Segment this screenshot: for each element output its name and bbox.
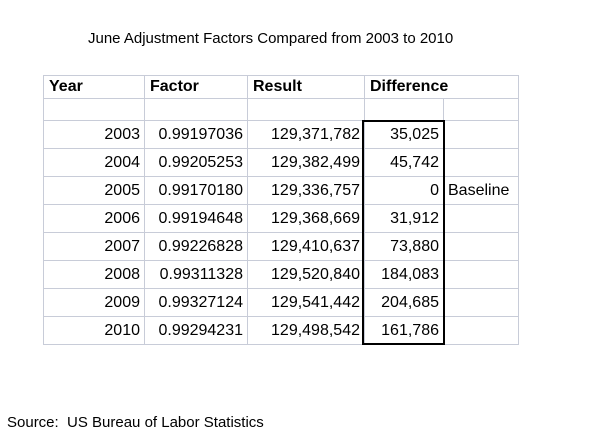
- result-cell: 129,368,669: [247, 204, 365, 233]
- factor-cell: 0.99205253: [144, 148, 248, 177]
- year-cell: 2003: [43, 120, 145, 149]
- factor-cell: 0.99226828: [144, 232, 248, 261]
- year-cell: 2007: [43, 232, 145, 261]
- note-cell: [443, 260, 519, 289]
- note-cell: [443, 288, 519, 317]
- spacer-cell: [364, 98, 444, 121]
- note-cell: [443, 316, 519, 345]
- spacer-cell: [247, 98, 365, 121]
- table-row: 2007 0.99226828 129,410,637 73,880: [43, 232, 519, 261]
- note-cell: [443, 232, 519, 261]
- note-cell: Baseline: [443, 176, 519, 205]
- result-cell: 129,382,499: [247, 148, 365, 177]
- header-result: Result: [247, 75, 365, 99]
- table-row: 2003 0.99197036 129,371,782 35,025: [43, 120, 519, 149]
- year-cell: 2009: [43, 288, 145, 317]
- table-header-row: Year Factor Result Difference: [43, 75, 519, 99]
- result-cell: 129,520,840: [247, 260, 365, 289]
- factor-cell: 0.99170180: [144, 176, 248, 205]
- result-cell: 129,336,757: [247, 176, 365, 205]
- year-cell: 2010: [43, 316, 145, 345]
- spacer-cell: [144, 98, 248, 121]
- table-row: 2009 0.99327124 129,541,442 204,685: [43, 288, 519, 317]
- header-difference: Difference: [364, 75, 519, 99]
- difference-cell: 204,685: [364, 288, 444, 317]
- factor-cell: 0.99197036: [144, 120, 248, 149]
- table-row: 2004 0.99205253 129,382,499 45,742: [43, 148, 519, 177]
- source-note: Source: US Bureau of Labor Statistics: [7, 414, 264, 431]
- note-cell: [443, 120, 519, 149]
- note-cell: [443, 204, 519, 233]
- note-cell: [443, 148, 519, 177]
- factor-cell: 0.99311328: [144, 260, 248, 289]
- difference-cell: 0: [364, 176, 444, 205]
- result-cell: 129,541,442: [247, 288, 365, 317]
- difference-cell: 161,786: [364, 316, 444, 345]
- factor-cell: 0.99327124: [144, 288, 248, 317]
- table-row: 2006 0.99194648 129,368,669 31,912: [43, 204, 519, 233]
- result-cell: 129,410,637: [247, 232, 365, 261]
- difference-cell: 73,880: [364, 232, 444, 261]
- spacer-cell: [443, 98, 519, 121]
- difference-cell: 35,025: [364, 120, 444, 149]
- year-cell: 2004: [43, 148, 145, 177]
- result-cell: 129,371,782: [247, 120, 365, 149]
- adjustment-factors-table: Year Factor Result Difference 2003 0.9919…: [43, 75, 519, 345]
- spacer-cell: [43, 98, 145, 121]
- difference-cell: 31,912: [364, 204, 444, 233]
- page-title: June Adjustment Factors Compared from 20…: [88, 30, 454, 47]
- difference-cell: 184,083: [364, 260, 444, 289]
- factor-cell: 0.99194648: [144, 204, 248, 233]
- table-row: 2008 0.99311328 129,520,840 184,083: [43, 260, 519, 289]
- factor-cell: 0.99294231: [144, 316, 248, 345]
- table-row: 2010 0.99294231 129,498,542 161,786: [43, 316, 519, 345]
- result-cell: 129,498,542: [247, 316, 365, 345]
- header-factor: Factor: [144, 75, 248, 99]
- spacer-row: [43, 98, 519, 121]
- header-year: Year: [43, 75, 145, 99]
- year-cell: 2005: [43, 176, 145, 205]
- year-cell: 2006: [43, 204, 145, 233]
- year-cell: 2008: [43, 260, 145, 289]
- table-row: 2005 0.99170180 129,336,757 0 Baseline: [43, 176, 519, 205]
- difference-cell: 45,742: [364, 148, 444, 177]
